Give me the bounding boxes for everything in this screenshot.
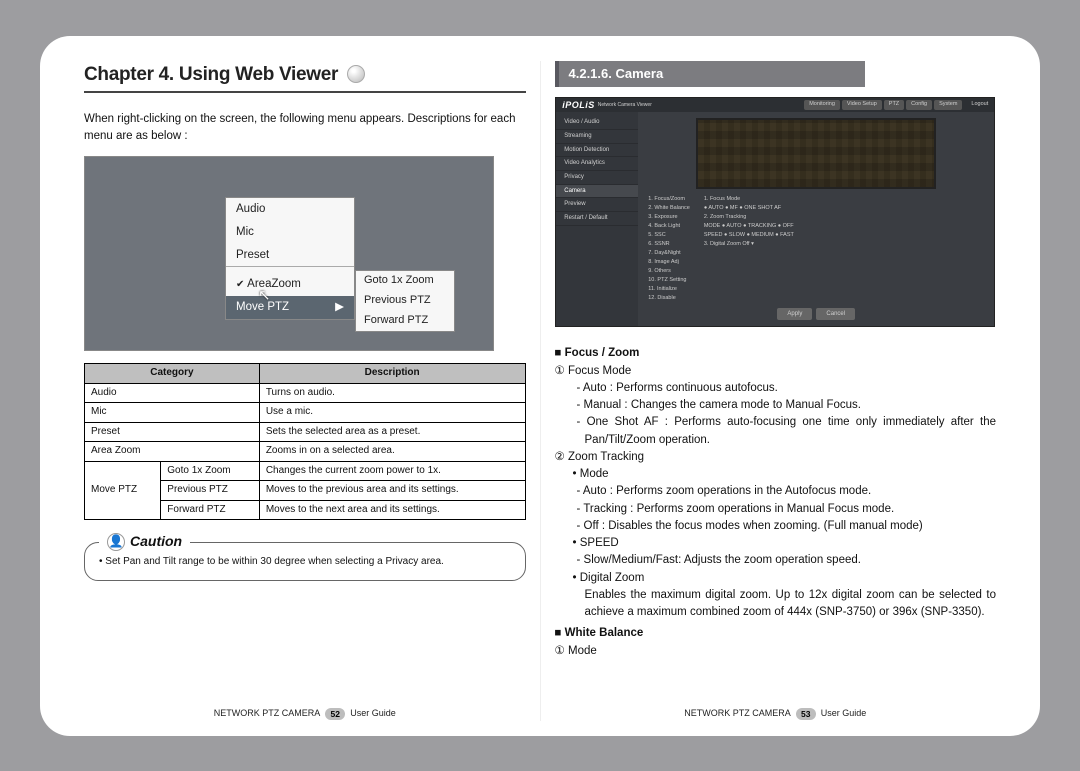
left-intro: When right-clicking on the screen, the f… [84, 111, 526, 144]
menu-item: Mic [226, 221, 354, 244]
chapter-orb-icon [347, 65, 365, 83]
page-number: 53 [796, 708, 816, 720]
content-line: - Auto : Performs zoom operations in the… [555, 483, 997, 500]
caution-badge: 👤 Caution [99, 531, 190, 551]
right-page: 4.2.1.6. Camera iPOLiS Network Camera Vi… [541, 61, 1011, 721]
arrow-right-icon: ▶ [335, 299, 344, 316]
page-number: 52 [325, 708, 345, 720]
content-line: Enables the maximum digital zoom. Up to … [555, 587, 997, 622]
caution-label: Caution [130, 531, 182, 551]
cursor-icon: ↖ [258, 285, 271, 307]
ipolis-sidebar: Video / Audio Streaming Motion Detection… [556, 112, 638, 326]
caution-icon: 👤 [107, 533, 125, 551]
manual-spread: Chapter 4. Using Web Viewer When right-c… [40, 36, 1040, 736]
left-page: Chapter 4. Using Web Viewer When right-c… [70, 61, 540, 721]
menu-item: Preset [226, 244, 354, 267]
ipolis-buttons: Apply Cancel [638, 308, 994, 327]
content-line: - Tracking : Performs zoom operations in… [555, 501, 997, 518]
menu-item: Audio [226, 198, 354, 221]
chapter-title: Chapter 4. Using Web Viewer [84, 61, 338, 89]
content-line: Focus / Zoom [555, 345, 997, 362]
content-line: - Manual : Changes the camera mode to Ma… [555, 397, 997, 414]
content-line: - Auto : Performs continuous autofocus. [555, 380, 997, 397]
submenu-item: Goto 1x Zoom [356, 271, 454, 291]
section-heading: 4.2.1.6. Camera [555, 61, 865, 88]
content-line: Digital Zoom [555, 570, 997, 587]
content-line: ② Zoom Tracking [555, 449, 997, 466]
camera-preview [696, 118, 936, 189]
content-line: - One Shot AF : Performs auto-focusing o… [555, 414, 997, 449]
content-line: - Off : Disables the focus modes when zo… [555, 518, 997, 535]
ipolis-tabs: Monitoring Video Setup PTZ Config System [804, 100, 962, 110]
apply-button: Apply [777, 308, 812, 321]
th-description: Description [259, 364, 525, 384]
caution-box: 👤 Caution • Set Pan and Tilt range to be… [84, 542, 526, 581]
content-line: ① Mode [555, 643, 997, 660]
content-line: White Balance [555, 625, 997, 642]
menu-item-checked: AreaZoom [226, 273, 354, 296]
left-footer: NETWORK PTZ CAMERA 52 User Guide [84, 707, 526, 720]
th-category: Category [85, 364, 260, 384]
content-line: SPEED [555, 535, 997, 552]
context-submenu: Goto 1x Zoom Previous PTZ Forward PTZ [355, 270, 455, 332]
content-line: - Slow/Medium/Fast: Adjusts the zoom ope… [555, 552, 997, 569]
context-menu-screenshot: Audio Mic Preset AreaZoom Move PTZ▶ Goto… [84, 156, 494, 351]
context-menu: Audio Mic Preset AreaZoom Move PTZ▶ [225, 197, 355, 319]
ipolis-logo: iPOLiS [562, 99, 595, 112]
ipolis-settings: 1. Focus/Zoom 2. White Balance 3. Exposu… [638, 193, 994, 308]
submenu-item: Previous PTZ [356, 291, 454, 311]
cancel-button: Cancel [816, 308, 855, 321]
logout-link: Logout [971, 101, 988, 109]
content-line: ① Focus Mode [555, 363, 997, 380]
right-footer: NETWORK PTZ CAMERA 53 User Guide [555, 707, 997, 720]
content-line: Mode [555, 466, 997, 483]
right-content: Focus / Zoom① Focus Mode- Auto : Perform… [555, 341, 997, 660]
ipolis-screenshot: iPOLiS Network Camera Viewer Monitoring … [555, 97, 995, 327]
description-table: Category Description AudioTurns on audio… [84, 363, 526, 520]
chapter-rule [84, 91, 526, 93]
submenu-item: Forward PTZ [356, 311, 454, 331]
caution-text: • Set Pan and Tilt range to be within 30… [99, 555, 511, 570]
menu-item-selected: Move PTZ▶ [226, 296, 354, 319]
